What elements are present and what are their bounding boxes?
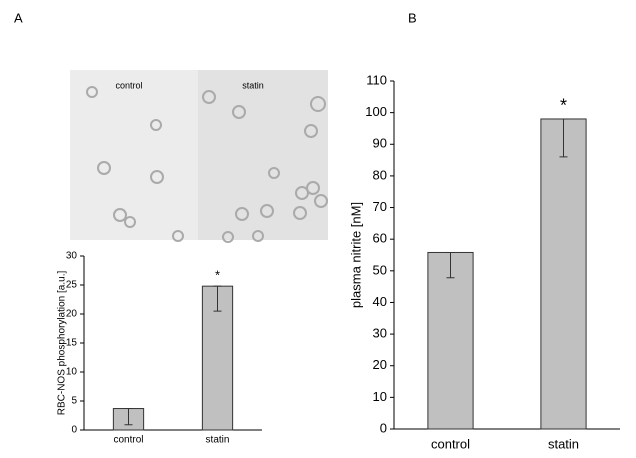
y-tick-label: 10 <box>66 367 78 378</box>
y-tick-label: 80 <box>373 167 387 182</box>
y-tick-label: 20 <box>66 309 78 320</box>
y-tick-label: 0 <box>71 425 77 436</box>
y-tick-label: 110 <box>366 72 387 87</box>
bar <box>201 285 234 431</box>
y-tick-label: 90 <box>373 136 387 151</box>
y-axis-label: plasma nitrite [nM] <box>348 202 363 308</box>
y-tick-label: 10 <box>373 389 387 404</box>
error-bar <box>213 285 222 312</box>
error-bar <box>446 251 455 279</box>
y-tick-label: 20 <box>373 357 387 372</box>
bar <box>427 251 474 430</box>
y-tick-label: 100 <box>365 104 387 119</box>
significance-label: * <box>215 268 220 283</box>
y-tick-label: 50 <box>373 262 387 277</box>
panel-label: A <box>14 10 23 25</box>
micrograph <box>70 70 328 243</box>
y-tick-label: 30 <box>66 251 78 262</box>
x-tick-label: control <box>113 435 143 446</box>
x-tick-label: statin <box>206 435 230 446</box>
y-tick-label: 60 <box>373 231 387 246</box>
panel-label: B <box>408 10 417 25</box>
image-label: statin <box>242 80 264 90</box>
error-bar <box>124 408 133 426</box>
y-tick-label: 25 <box>66 280 78 291</box>
y-tick-label: 5 <box>71 396 77 407</box>
image-label: control <box>115 80 142 90</box>
y-axis-label: RBC-NOS phosphorylation [a.u.] <box>57 271 68 416</box>
significance-label: * <box>560 96 567 116</box>
y-tick-label: 30 <box>373 326 387 341</box>
y-tick-label: 70 <box>373 199 387 214</box>
x-tick-label: control <box>431 436 470 451</box>
y-tick-label: 15 <box>66 338 78 349</box>
bar <box>540 118 587 430</box>
error-bar <box>559 118 568 158</box>
y-tick-label: 40 <box>373 294 387 309</box>
y-tick-label: 0 <box>380 420 387 435</box>
x-tick-label: statin <box>548 436 579 451</box>
